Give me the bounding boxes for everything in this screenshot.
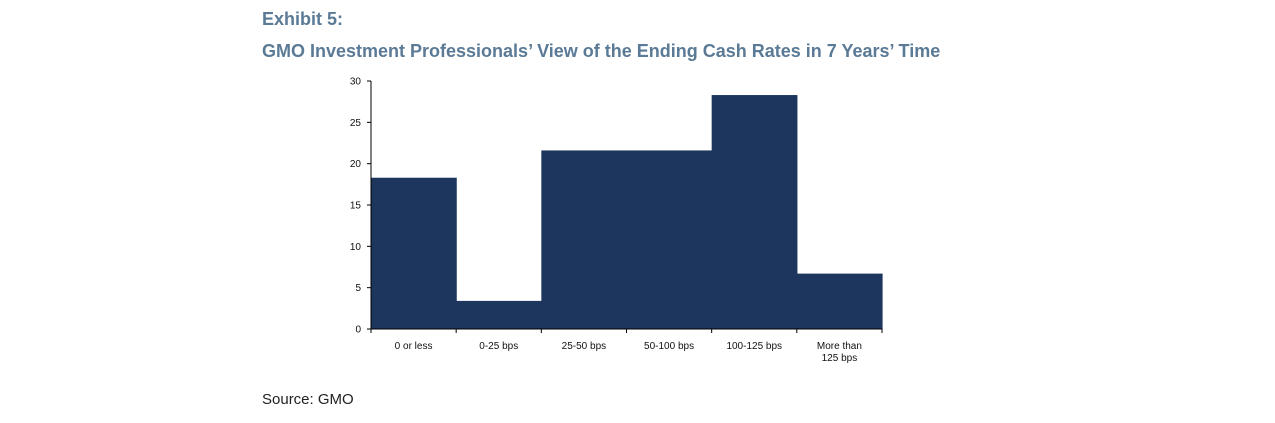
x-tick-label-line: 100-125 bps (726, 341, 782, 352)
x-tick-label-0: 0 or less (395, 341, 433, 352)
y-tick-label-1: 5 (355, 283, 361, 294)
y-tick-label-5: 25 (350, 118, 362, 129)
x-tick-label-4: 100-125 bps (726, 341, 782, 352)
source-note: Source: GMO (262, 391, 354, 408)
bar-5 (796, 273, 883, 329)
x-tick-label-5: More than 125 bps (817, 341, 862, 364)
x-tick-label-line: 50-100 bps (644, 341, 694, 352)
x-tick-label-3: 50-100 bps (644, 341, 694, 352)
x-tick-label-2: 25-50 bps (562, 341, 606, 352)
bar-2 (541, 150, 628, 329)
y-tick-label-3: 15 (350, 201, 362, 212)
bar-3 (626, 150, 713, 329)
y-tick-label-2: 10 (350, 242, 362, 253)
labels-layer: 0 5 10 15 20 25 30 0 or less 0-25 bps 25-50 bps 50… (350, 77, 862, 365)
axes-layer (367, 80, 883, 333)
bar-4 (711, 95, 798, 329)
bar-1 (456, 300, 542, 329)
chart-title: GMO Investment Professionals’ View of th… (262, 41, 941, 61)
y-tick-label-6: 30 (350, 77, 362, 88)
x-tick-label-line: More than (817, 341, 862, 352)
exhibit-label: Exhibit 5: (262, 9, 344, 29)
bars-layer (371, 95, 883, 329)
bar-0 (371, 177, 457, 329)
y-tick-label-0: 0 (355, 325, 361, 336)
x-tick-label-line: 25-50 bps (562, 341, 606, 352)
x-tick-label-1: 0-25 bps (479, 341, 518, 352)
x-tick-label-line: 0 or less (395, 341, 433, 352)
x-tick-label-line: 0-25 bps (479, 341, 518, 352)
x-tick-label-line: 125 bps (822, 353, 858, 364)
y-tick-label-4: 20 (350, 159, 362, 170)
